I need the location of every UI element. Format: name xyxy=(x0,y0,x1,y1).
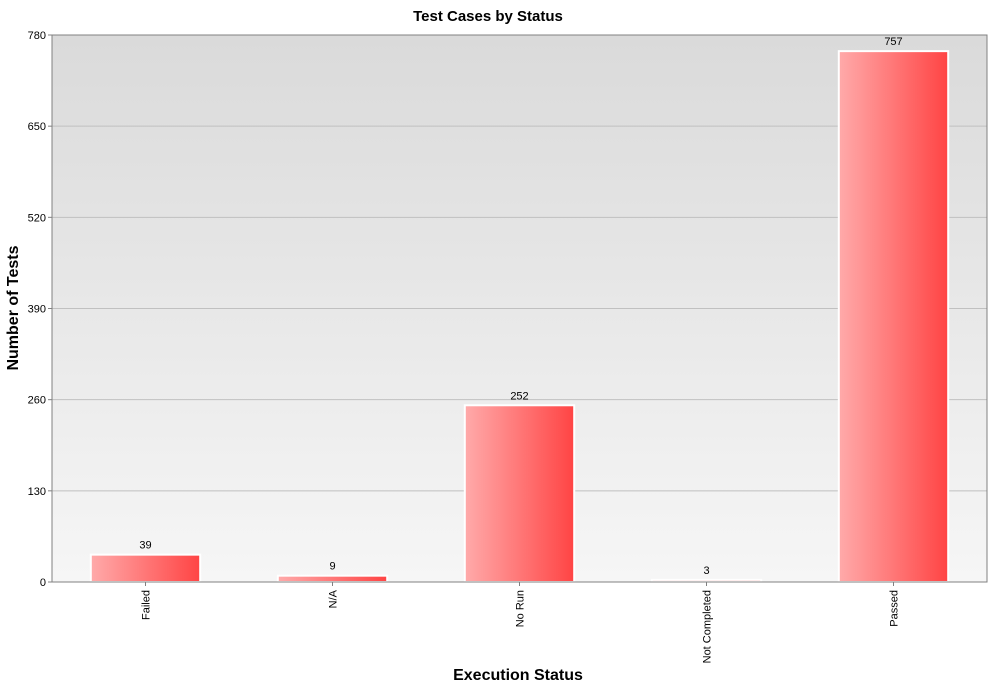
y-tick-label: 0 xyxy=(40,577,46,589)
y-tick-label: 650 xyxy=(28,121,46,133)
y-tick-label: 260 xyxy=(28,395,46,407)
x-tick-label: Not Completed xyxy=(702,590,714,663)
x-tick-label: Passed xyxy=(889,590,901,627)
data-label: 757 xyxy=(884,36,902,48)
data-label: 3 xyxy=(703,565,709,577)
y-axis-title: Number of Tests xyxy=(5,245,22,370)
data-label: 252 xyxy=(510,390,528,402)
data-label: 9 xyxy=(329,561,335,573)
y-tick-label: 780 xyxy=(28,30,46,42)
bar-passed xyxy=(837,50,950,583)
y-tick-label: 130 xyxy=(28,486,46,498)
chart-title: Test Cases by Status xyxy=(413,8,563,25)
y-tick-label: 520 xyxy=(28,212,46,224)
bar-n-a xyxy=(276,574,389,584)
bars xyxy=(89,50,950,584)
x-axis-title: Execution Status xyxy=(453,667,583,684)
data-label: 39 xyxy=(139,540,151,552)
gridlines xyxy=(52,125,987,492)
x-axis-ticks: Failed N/A No Run Not Completed Passed xyxy=(141,582,901,663)
x-tick-label: N/A xyxy=(328,589,340,608)
bar-no-run xyxy=(463,404,576,583)
y-axis-ticks: 0 130 260 390 520 650 780 xyxy=(28,30,52,589)
bar-failed xyxy=(89,553,202,584)
x-tick-label: No Run xyxy=(515,590,527,627)
x-tick-label: Failed xyxy=(141,590,153,620)
y-tick-label: 390 xyxy=(28,304,46,316)
data-labels: 39 9 252 3 757 xyxy=(139,36,902,577)
